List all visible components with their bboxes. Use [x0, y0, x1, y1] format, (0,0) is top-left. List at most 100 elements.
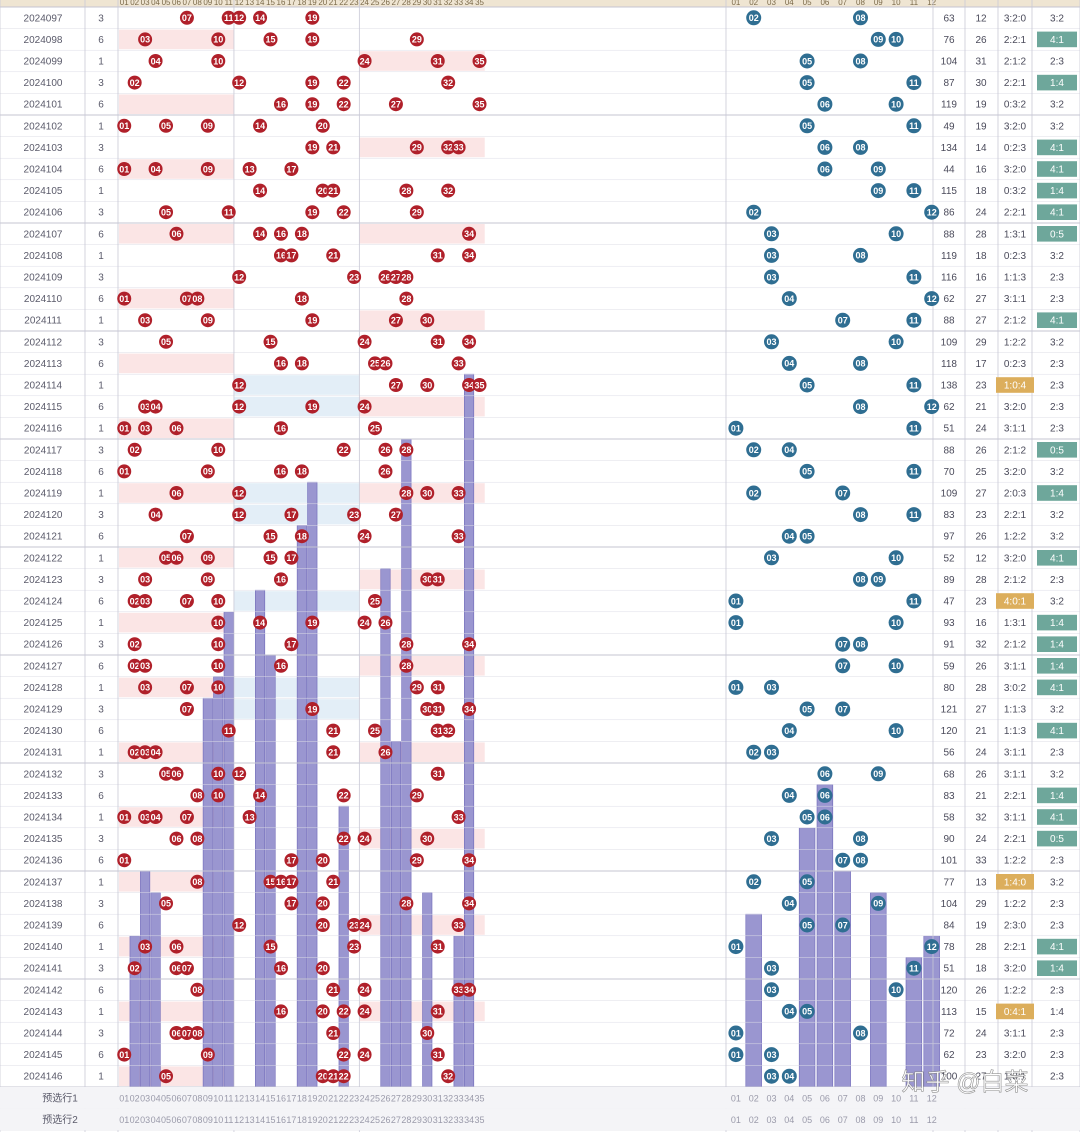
red-ball-number: 27	[391, 380, 401, 390]
header-front-12: 12	[235, 0, 244, 7]
red-ball	[242, 810, 257, 824]
blue-ball-number: 06	[820, 143, 830, 153]
red-ball	[190, 982, 205, 997]
red-ball	[336, 205, 351, 220]
blue-ball	[817, 787, 833, 803]
preselect-front-25: 25	[370, 1115, 380, 1125]
red-ball-number: 27	[391, 510, 401, 520]
shape-value: 3	[98, 78, 104, 89]
red-ball	[441, 723, 456, 738]
red-ball	[138, 421, 153, 436]
red-ball	[441, 140, 456, 155]
red-ball-number: 34	[464, 229, 474, 239]
red-ball-number: 18	[297, 532, 307, 542]
red-ball-number: 09	[203, 1050, 213, 1060]
header-row: 01 02 03 04 05 06 07 08 09 10 11 12 13 14 15 16 17 18 19 20…	[0, 0, 1080, 7]
red-ball	[179, 594, 194, 608]
header-front-09: 09	[203, 0, 212, 7]
red-ball	[462, 982, 477, 997]
red-ball-number: 32	[443, 1072, 453, 1082]
red-ball	[211, 442, 226, 457]
table-row: 2024133 6 08 10 14 22 29 04 06 83 21 2:2:1 1:4	[24, 787, 1077, 804]
preselect-front-21: 21	[328, 1093, 338, 1103]
red-ball	[273, 464, 288, 479]
span-value: 16	[975, 618, 987, 629]
red-ball-number: 33	[454, 920, 464, 930]
ratio-highlight	[1037, 139, 1077, 156]
preselect-back-05: 05	[802, 1115, 812, 1125]
preselect-front-18: 18	[297, 1115, 307, 1125]
red-ball-number: 31	[433, 337, 443, 347]
span-value: 24	[975, 1029, 987, 1040]
period-label: 2024101	[24, 100, 63, 111]
span-value: 23	[975, 381, 987, 392]
red-ball-number: 15	[266, 553, 276, 563]
shape-value: 3	[98, 445, 104, 456]
red-ball	[159, 205, 174, 220]
ratio1-value: 1:2:2	[1004, 532, 1027, 543]
blue-ball	[870, 161, 886, 177]
red-ball	[190, 1026, 205, 1040]
shape-value: 1	[98, 877, 104, 888]
red-ball	[388, 378, 403, 392]
red-ball-number: 27	[391, 100, 401, 110]
blue-ball-number: 01	[731, 1028, 741, 1038]
red-ball	[253, 183, 268, 198]
red-ball-number: 34	[464, 380, 474, 390]
span-value: 32	[975, 813, 987, 824]
preselect-front-13: 13	[245, 1093, 255, 1103]
blue-ball	[817, 809, 833, 825]
red-ball-number: 28	[401, 272, 411, 282]
sum-value: 68	[943, 769, 955, 780]
blue-ball	[853, 852, 868, 868]
tint-zone	[119, 612, 234, 633]
blue-ball-number: 07	[838, 920, 848, 930]
red-ball	[409, 788, 424, 803]
blue-ball-number: 07	[838, 856, 848, 866]
red-ball	[357, 615, 372, 630]
tint-zone	[233, 591, 360, 611]
blue-ball-number: 11	[909, 272, 919, 282]
red-ball-number: 34	[464, 985, 474, 995]
sum-value: 89	[943, 575, 955, 586]
blue-ball	[888, 226, 904, 242]
red-ball-number: 12	[234, 402, 244, 412]
preselect-front-14: 14	[255, 1093, 265, 1103]
header-front-32: 32	[444, 0, 453, 7]
red-ball-number: 19	[307, 402, 317, 412]
sum-value: 104	[941, 899, 958, 910]
red-ball-number: 02	[130, 964, 140, 974]
red-ball-number: 22	[339, 1007, 349, 1017]
shape-value: 3	[98, 705, 104, 716]
red-ball-number: 18	[297, 359, 307, 369]
blue-ball-number: 04	[784, 791, 794, 801]
preselect-front-15: 15	[266, 1093, 276, 1103]
span-value: 15	[975, 1007, 987, 1018]
sum-value: 88	[943, 229, 955, 240]
span-value: 26	[975, 985, 987, 996]
preselect-front-32: 32	[443, 1115, 453, 1125]
shape-value: 6	[98, 402, 104, 413]
table-row: 2024100 3 02 12 19 22 32 05 11 87 30 2:2:1 1:4	[24, 74, 1077, 91]
red-ball-number: 04	[151, 56, 161, 66]
red-ball-number: 18	[297, 467, 307, 477]
red-ball	[211, 54, 226, 68]
table-row: 2024098 6 03 10 15 19 29 09 10 76 26 2:2:1 4:1	[24, 31, 1077, 48]
span-value: 16	[975, 165, 987, 176]
ratio1-value: 1:2:2	[1004, 856, 1027, 867]
red-ball-number: 03	[140, 661, 150, 671]
red-ball-number: 17	[286, 899, 296, 909]
red-ball-number: 16	[276, 661, 286, 671]
preselect-back-06: 06	[820, 1093, 830, 1103]
omission-bar	[213, 676, 224, 1088]
preselect-front-35: 35	[475, 1093, 485, 1103]
period-label: 2024102	[24, 121, 63, 132]
red-ball	[315, 961, 330, 976]
red-ball	[451, 918, 466, 932]
red-ball-number: 14	[255, 121, 265, 131]
red-ball-number: 08	[192, 834, 202, 844]
blue-ball	[799, 463, 815, 479]
red-ball-number: 16	[276, 575, 286, 585]
preselect-back-09: 09	[873, 1115, 883, 1125]
